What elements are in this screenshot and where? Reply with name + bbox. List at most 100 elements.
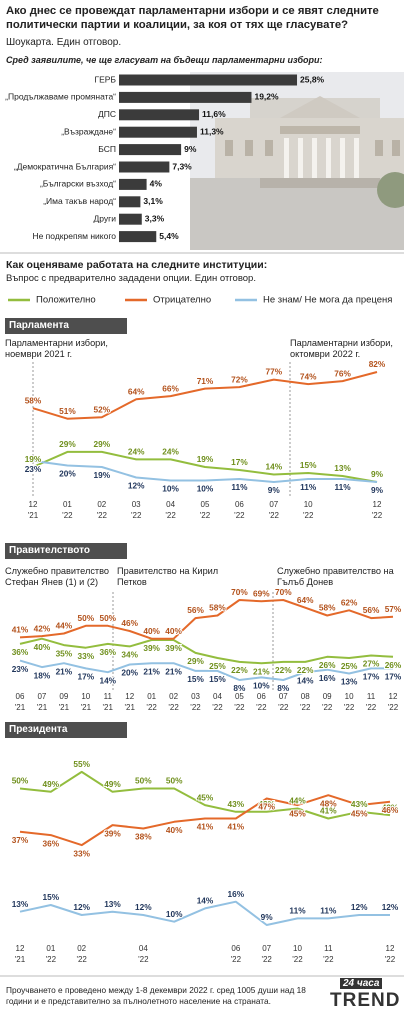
x-tick-part: '21 [81, 703, 92, 712]
x-tick-part: 12 [386, 944, 395, 953]
value-label: 21% [56, 666, 73, 676]
value-label: 58% [319, 603, 336, 613]
value-label: 74% [300, 371, 317, 381]
x-tick-label: 04'22 [138, 944, 149, 964]
value-label: 11,3% [200, 126, 224, 136]
value-label: 21% [165, 666, 182, 676]
bar-label: „Възраждане“ [61, 126, 116, 136]
chart-title: Парламента [5, 318, 127, 334]
x-tick-part: '22 [231, 955, 242, 964]
value-label: 19,2% [254, 92, 279, 102]
bar-label: „Демократична България“ [14, 161, 116, 171]
value-label: 11% [300, 482, 317, 492]
x-tick-part: '22 [372, 511, 383, 520]
x-tick-part: '22 [62, 511, 73, 520]
x-tick-label: 11'22 [323, 944, 334, 964]
bar [119, 144, 182, 156]
value-label: 21% [143, 666, 160, 676]
value-label: 14% [99, 675, 116, 685]
value-label: 9% [184, 144, 197, 154]
x-tick-part: 11 [324, 944, 333, 953]
bar-label: ДПС [98, 109, 116, 119]
x-tick-label: 07'22 [278, 692, 289, 712]
value-label: 44% [289, 796, 306, 806]
value-label: 20% [121, 668, 138, 678]
x-tick-part: '22 [146, 703, 157, 712]
value-label: 36% [99, 647, 116, 657]
x-tick-part: 08 [301, 692, 310, 701]
value-label: 48% [320, 798, 337, 808]
value-label: 76% [334, 368, 351, 378]
value-label: 56% [363, 605, 380, 615]
value-label: 45% [289, 808, 306, 818]
x-tick-part: '22 [269, 511, 280, 520]
x-tick-part: 06 [235, 500, 244, 509]
value-label: 12% [135, 902, 152, 912]
x-tick-part: 04 [166, 500, 175, 509]
value-label: 19% [25, 454, 42, 464]
value-label: 19% [93, 470, 110, 480]
x-tick-label: 10'22 [344, 692, 355, 712]
value-label: 70% [275, 587, 292, 597]
value-label: 50% [135, 776, 152, 786]
series-line [19, 900, 390, 926]
value-label: 66% [162, 383, 179, 393]
event-lines [32, 362, 291, 690]
bar [119, 231, 157, 243]
x-tick-label: 10'22 [303, 500, 314, 520]
x-tick-label: 09'22 [322, 692, 333, 712]
tree [377, 172, 404, 208]
x-tick-part: 01 [63, 500, 72, 509]
value-label: 46% [382, 805, 399, 815]
series-line [19, 770, 391, 820]
value-label: 16% [319, 673, 336, 683]
x-tick-label: 06'22 [231, 944, 242, 964]
section-title: Как оценяваме работата на следните инсти… [6, 259, 268, 271]
x-tick-part: '22 [303, 511, 314, 520]
method: Шоукарта. Един отговор. [6, 37, 122, 48]
x-tick-label: 12'22 [372, 500, 383, 520]
x-tick-label: 01'22 [62, 500, 73, 520]
question: Ако днес се провеждат парламентарни избо… [6, 5, 379, 31]
x-tick-label: 07'22 [261, 944, 272, 964]
x-tick-label: 03'22 [190, 692, 201, 712]
x-tick-label: 03'22 [131, 500, 142, 520]
value-label: 14% [297, 675, 314, 685]
value-label: 12% [128, 481, 145, 491]
x-tick-label: 07'22 [269, 500, 280, 520]
value-label: 42% [382, 802, 399, 812]
value-label: 41% [197, 822, 214, 832]
series-line [32, 459, 378, 483]
x-tick-part: '21 [59, 703, 70, 712]
value-label: 43% [258, 799, 275, 809]
bar [119, 161, 170, 173]
x-tick-part: 01 [46, 944, 55, 953]
value-label: 33% [78, 651, 95, 661]
value-label: 9% [371, 485, 384, 495]
value-label: 34% [121, 650, 138, 660]
x-tick-part: 01 [147, 692, 156, 701]
value-label: 36% [12, 647, 29, 657]
value-label: 4% [150, 179, 163, 189]
bar [119, 91, 252, 103]
x-tick-part: '22 [256, 703, 267, 712]
value-label: 24% [128, 447, 145, 457]
x-tick-part: 06 [16, 692, 25, 701]
value-label: 20% [59, 469, 76, 479]
value-label: 72% [231, 374, 248, 384]
x-tick-label: 12'21 [124, 692, 135, 712]
value-label: 15% [300, 460, 317, 470]
x-tick-part: '22 [322, 703, 333, 712]
x-tick-label: 04'22 [165, 500, 176, 520]
value-label: 11% [320, 906, 337, 916]
value-label: 24% [162, 447, 179, 457]
value-label: 39% [165, 643, 182, 653]
x-tick-part: 03 [191, 692, 200, 701]
pediment [280, 96, 360, 118]
value-label: 15% [209, 674, 226, 684]
value-label: 82% [369, 359, 386, 369]
x-tick-part: 11 [367, 692, 376, 701]
value-label: 13% [334, 463, 351, 473]
value-label: 36% [43, 838, 60, 848]
x-tick-part: 10 [293, 944, 302, 953]
